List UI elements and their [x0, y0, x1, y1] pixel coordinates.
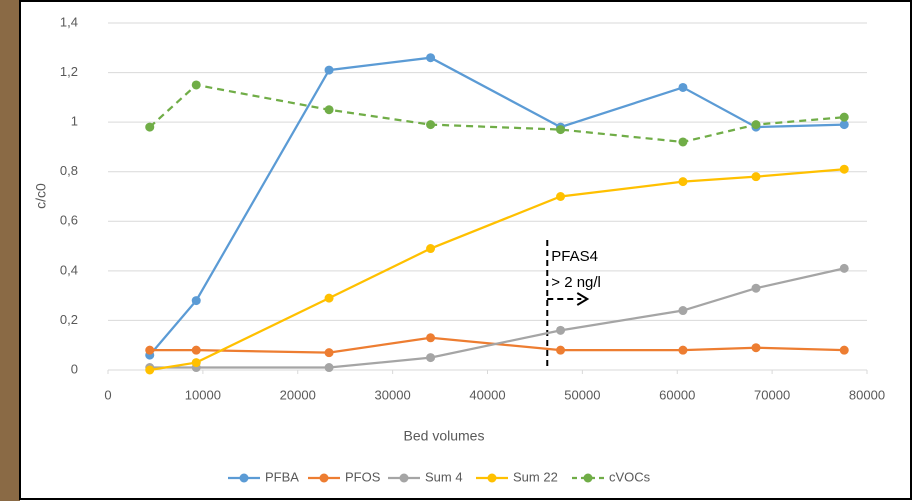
x-tick-label: 0 — [104, 387, 111, 402]
data-point — [324, 105, 334, 115]
data-point — [678, 137, 688, 147]
y-axis-label: c/c0 — [33, 183, 49, 209]
data-point — [839, 112, 849, 122]
x-tick-label: 40000 — [469, 387, 505, 402]
data-point — [426, 244, 436, 254]
data-point — [191, 358, 201, 368]
data-point — [324, 65, 334, 75]
annotation-text: > 2 ng/l — [551, 274, 601, 291]
data-point — [426, 333, 436, 343]
series-line — [149, 267, 845, 369]
data-point — [324, 348, 334, 358]
data-point — [751, 283, 761, 293]
y-tick-label: 0 — [71, 361, 78, 376]
data-point — [324, 363, 334, 373]
y-tick-label: 1,4 — [60, 14, 78, 29]
data-point — [839, 345, 849, 355]
data-point — [556, 125, 566, 135]
data-point — [678, 345, 688, 355]
x-tick-label: 50000 — [564, 387, 600, 402]
legend-label: Sum 22 — [513, 469, 558, 484]
data-point — [751, 343, 761, 353]
data-point — [556, 192, 566, 201]
legend-marker — [239, 473, 249, 483]
data-point — [678, 177, 688, 187]
data-point — [426, 120, 436, 130]
background-photo-edge — [0, 0, 20, 501]
series-line — [148, 56, 845, 356]
data-point — [839, 263, 849, 273]
legend-label: Sum 4 — [425, 469, 463, 484]
series-line — [149, 168, 845, 372]
legend-marker — [319, 473, 329, 483]
data-point — [426, 353, 436, 363]
data-point — [839, 120, 849, 130]
data-point — [678, 306, 688, 316]
data-point — [426, 53, 436, 63]
x-tick-label: 80000 — [849, 387, 885, 402]
chart-frame — [19, 0, 912, 500]
y-tick-label: 0,6 — [60, 213, 78, 228]
y-tick-label: 0,8 — [60, 163, 78, 178]
y-tick-label: 0,4 — [60, 262, 78, 277]
data-point — [191, 80, 201, 90]
data-point — [556, 345, 566, 355]
legend-label: PFOS — [345, 469, 381, 484]
x-tick-label: 70000 — [754, 387, 790, 402]
legend-label: cVOCs — [609, 469, 651, 484]
series-line — [148, 83, 845, 144]
data-point — [145, 122, 155, 132]
x-tick-label: 60000 — [659, 387, 695, 402]
y-tick-label: 1 — [71, 114, 78, 129]
data-point — [751, 120, 761, 130]
legend-label: PFBA — [265, 469, 299, 484]
legend-marker — [399, 473, 409, 483]
data-point — [678, 82, 688, 92]
legend-marker — [583, 473, 593, 483]
x-tick-label: 10000 — [185, 387, 221, 402]
data-point — [145, 365, 155, 375]
x-tick-label: 30000 — [375, 387, 411, 402]
x-tick-label: 20000 — [280, 387, 316, 402]
x-axis-label: Bed volumes — [404, 428, 485, 444]
data-point — [839, 164, 849, 174]
data-point — [556, 325, 566, 335]
data-point — [191, 296, 201, 306]
data-point — [324, 293, 334, 303]
legend-marker — [487, 473, 497, 483]
data-point — [191, 345, 201, 355]
annotation-text: PFAS4 — [551, 248, 598, 265]
y-tick-label: 0,2 — [60, 312, 78, 327]
y-tick-label: 1,2 — [60, 64, 78, 79]
annotation-arrowhead — [576, 292, 590, 306]
data-point — [751, 172, 761, 182]
data-point — [145, 345, 155, 355]
